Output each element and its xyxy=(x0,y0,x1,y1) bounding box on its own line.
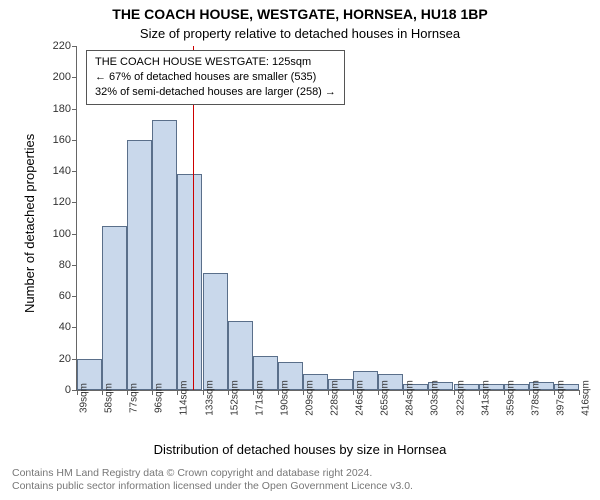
y-tick-label: 160 xyxy=(53,134,71,146)
y-tick-mark xyxy=(72,202,77,203)
x-tick-label: 77sqm xyxy=(129,383,140,413)
x-tick-label: 171sqm xyxy=(254,380,265,416)
x-tick-label: 96sqm xyxy=(154,383,165,413)
y-tick-mark xyxy=(72,234,77,235)
x-tick-label: 190sqm xyxy=(279,380,290,416)
footer-line-2: Contains public sector information licen… xyxy=(12,480,588,494)
x-tick-label: 303sqm xyxy=(430,380,441,416)
x-tick-label: 322sqm xyxy=(455,380,466,416)
x-tick-label: 133sqm xyxy=(204,380,215,416)
chart-title-2: Size of property relative to detached ho… xyxy=(0,26,600,41)
x-tick-label: 416sqm xyxy=(581,380,592,416)
y-tick-mark xyxy=(72,46,77,47)
histogram-bar xyxy=(152,120,177,391)
x-tick-label: 378sqm xyxy=(530,380,541,416)
x-tick-label: 359sqm xyxy=(505,380,516,416)
x-tick-label: 114sqm xyxy=(179,381,190,416)
legend-box: THE COACH HOUSE WESTGATE: 125sqm ← 67% o… xyxy=(86,50,345,105)
x-tick-label: 265sqm xyxy=(380,380,391,416)
footer-attribution: Contains HM Land Registry data © Crown c… xyxy=(12,467,588,494)
y-tick-label: 120 xyxy=(53,196,71,208)
y-tick-label: 180 xyxy=(53,103,71,115)
x-tick-label: 152sqm xyxy=(229,380,240,416)
x-tick-label: 39sqm xyxy=(79,383,90,413)
y-axis-label: Number of detached properties xyxy=(22,134,37,313)
y-tick-label: 60 xyxy=(59,290,71,302)
y-tick-mark xyxy=(72,140,77,141)
histogram-bar xyxy=(177,174,202,390)
y-tick-label: 140 xyxy=(53,165,71,177)
x-tick-mark xyxy=(479,390,480,395)
y-tick-mark xyxy=(72,265,77,266)
y-tick-mark xyxy=(72,171,77,172)
x-axis-label: Distribution of detached houses by size … xyxy=(0,442,600,457)
x-tick-label: 246sqm xyxy=(355,380,366,416)
histogram-bar xyxy=(102,226,127,390)
x-tick-mark xyxy=(454,390,455,395)
footer-line-1: Contains HM Land Registry data © Crown c… xyxy=(12,467,588,481)
x-tick-mark xyxy=(203,390,204,395)
x-tick-mark xyxy=(228,390,229,395)
y-tick-label: 40 xyxy=(59,321,71,333)
chart-title-1: THE COACH HOUSE, WESTGATE, HORNSEA, HU18… xyxy=(0,6,600,22)
histogram-bar xyxy=(203,273,228,390)
legend-line-3: 32% of semi-detached houses are larger (… xyxy=(95,85,336,100)
y-tick-label: 100 xyxy=(53,228,71,240)
x-tick-label: 284sqm xyxy=(405,380,416,416)
y-tick-label: 200 xyxy=(53,71,71,83)
histogram-bar xyxy=(127,140,152,390)
y-tick-label: 0 xyxy=(65,384,71,396)
y-tick-mark xyxy=(72,109,77,110)
y-tick-mark xyxy=(72,77,77,78)
y-tick-label: 80 xyxy=(59,259,71,271)
y-tick-mark xyxy=(72,296,77,297)
x-tick-label: 341sqm xyxy=(480,380,491,416)
x-tick-label: 58sqm xyxy=(104,383,115,413)
legend-line-2: ← 67% of detached houses are smaller (53… xyxy=(95,70,336,85)
y-tick-label: 20 xyxy=(59,353,71,365)
x-tick-label: 209sqm xyxy=(304,380,315,416)
x-tick-label: 228sqm xyxy=(330,380,341,416)
y-tick-label: 220 xyxy=(53,40,71,52)
y-tick-mark xyxy=(72,327,77,328)
x-tick-label: 397sqm xyxy=(555,380,566,416)
legend-line-1: THE COACH HOUSE WESTGATE: 125sqm xyxy=(95,55,336,70)
